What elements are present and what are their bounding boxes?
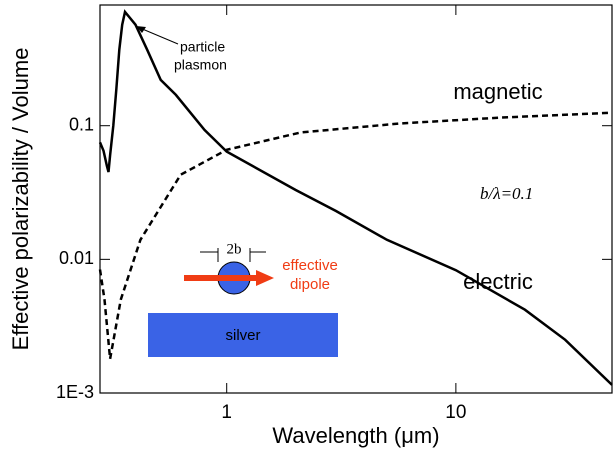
annotation: 2b bbox=[227, 241, 242, 257]
x-axis-label: Wavelength (μm) bbox=[272, 423, 439, 448]
annotation: silver bbox=[225, 327, 260, 344]
annotation: plasmon bbox=[174, 57, 227, 73]
y-tick-label: 0.01 bbox=[59, 248, 94, 268]
y-tick-label: 1E-3 bbox=[56, 382, 94, 402]
arrow-head bbox=[136, 26, 146, 33]
y-axis-label: Effective polarizability / Volume bbox=[8, 48, 33, 351]
annotation: b/λ=0.1 bbox=[480, 184, 533, 203]
plot-frame bbox=[99, 4, 613, 394]
annotation: effective bbox=[282, 257, 338, 274]
annotation: particle bbox=[180, 39, 225, 55]
annotation-arrow bbox=[139, 27, 179, 45]
series-line bbox=[98, 111, 613, 360]
silver-substrate bbox=[148, 313, 338, 357]
x-tick-label: 1 bbox=[221, 402, 232, 423]
series-line bbox=[98, 9, 613, 386]
x-tick-label: 10 bbox=[445, 402, 466, 423]
series-label: magnetic bbox=[453, 79, 542, 104]
y-tick-label: 0.1 bbox=[69, 114, 94, 134]
arrow-head bbox=[256, 270, 274, 286]
annotation: dipole bbox=[290, 276, 330, 293]
series-label: electric bbox=[463, 269, 533, 294]
